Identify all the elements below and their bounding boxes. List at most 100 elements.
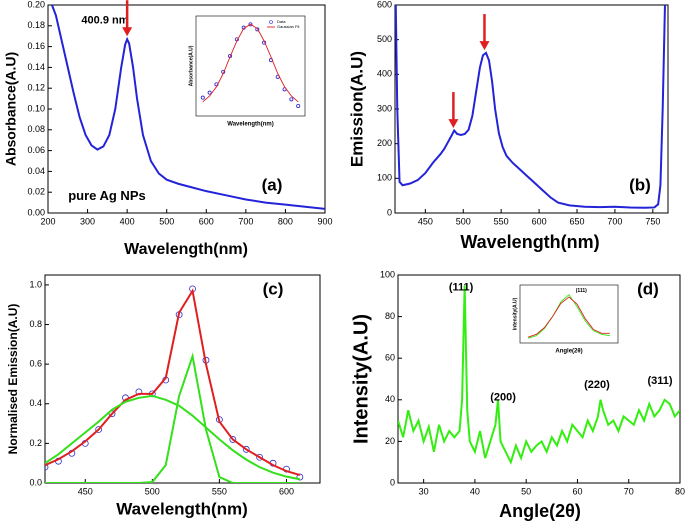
data-line	[45, 394, 301, 481]
plot-area	[45, 285, 304, 483]
y-tick-label: 80	[385, 311, 395, 321]
x-tick-label: 400	[120, 216, 135, 226]
y-tick-label: 0	[390, 477, 395, 487]
y-tick-label: 0.0	[29, 477, 42, 487]
x-tick-label: 600	[279, 486, 294, 496]
y-tick-label: 0.12	[27, 83, 45, 93]
x-axis-label: Wavelength(nm)	[227, 122, 273, 128]
data-point	[248, 22, 253, 27]
x-axis-label: Wavelength(nm)	[116, 499, 248, 518]
x-tick-label: 300	[80, 216, 95, 226]
x-tick-label: 600	[199, 216, 214, 226]
y-tick-label: 0.20	[27, 0, 45, 9]
arrow-head	[479, 41, 490, 51]
y-tick-label: 0	[387, 207, 392, 217]
y-tick-label: 0.18	[27, 20, 45, 30]
x-tick-label: 750	[645, 216, 660, 226]
y-tick-label: 1.0	[29, 279, 42, 289]
y-axis-label: Normalised Emission(A.U)	[6, 304, 20, 455]
plot-area	[398, 285, 680, 465]
arrow	[122, 0, 133, 37]
x-axis-label: Wavelength(nm)	[124, 241, 248, 258]
legend-label: Data	[277, 19, 286, 24]
x-axis-label: Angle(2θ)	[499, 501, 581, 521]
plot-area	[200, 22, 301, 109]
x-tick-label: 50	[521, 486, 531, 496]
data-line	[202, 23, 299, 103]
arrow-head	[448, 119, 459, 129]
x-tick-label: 900	[317, 216, 332, 226]
annotation: 400.9 nm	[81, 15, 128, 27]
x-axis-label: Angle(2θ)	[555, 349, 582, 355]
y-tick-label: 40	[385, 394, 395, 404]
panel-label: (d)	[637, 279, 659, 298]
plot-frame	[394, 4, 669, 214]
annotation: (311)	[647, 375, 672, 387]
data-line	[528, 296, 610, 338]
x-tick-label: 550	[494, 216, 509, 226]
data-point	[229, 436, 237, 443]
data-point	[207, 90, 212, 95]
x-tick-label: 450	[78, 486, 93, 496]
annotation: (111)	[576, 288, 587, 294]
legend-label: Gaussian Fit	[277, 24, 300, 29]
x-tick-label: 650	[569, 216, 584, 226]
y-tick-label: 200	[377, 138, 392, 148]
y-tick-label: 500	[377, 34, 392, 44]
x-tick-label: 60	[572, 486, 582, 496]
data-line	[45, 352, 300, 483]
y-axis-label: Absorbance(A.U)	[188, 45, 194, 86]
plot-frame	[44, 274, 321, 484]
panel: 450 500 550 600 650 700 750 0 100 200 300 400 500 600…	[347, 0, 669, 252]
y-tick-label: 20	[385, 436, 395, 446]
y-tick-label: 0.14	[27, 62, 45, 72]
y-axis-label: Intensity(A.U)	[350, 314, 372, 444]
y-tick-label: 0.04	[27, 166, 45, 176]
y-tick-label: 400	[377, 69, 392, 79]
data-line	[51, 5, 325, 210]
x-tick-label: 600	[532, 216, 547, 226]
x-tick-label: 800	[278, 216, 293, 226]
y-tick-label: 0.06	[27, 145, 45, 155]
x-tick-label: 80	[675, 486, 685, 496]
x-tick-label: 70	[624, 486, 634, 496]
y-tick-label: 0.4	[29, 398, 42, 408]
x-tick-label: 200	[40, 216, 55, 226]
inset: (111) Angle(2θ) Intensity(A.U)	[512, 284, 619, 355]
data-line	[45, 288, 301, 477]
data-point	[289, 97, 294, 102]
arrow-head	[122, 27, 133, 37]
data-point	[255, 27, 260, 32]
arrow	[448, 92, 459, 129]
y-tick-label: 0.10	[27, 103, 45, 113]
legend-marker	[269, 20, 273, 24]
data-point	[95, 426, 103, 433]
y-tick-label: 0.02	[27, 187, 45, 197]
y-tick-label: 0.16	[27, 41, 45, 51]
y-tick-label: 100	[377, 173, 392, 183]
data-point	[200, 95, 205, 100]
data-line	[528, 293, 610, 339]
data-line	[395, 5, 666, 209]
y-axis-label: Emission(A.U)	[347, 51, 366, 167]
data-point	[256, 453, 264, 461]
data-line	[398, 285, 680, 465]
x-tick-label: 30	[419, 486, 429, 496]
y-axis-label: Intensity(A.U)	[512, 297, 518, 330]
plot-frame	[195, 15, 306, 117]
plot-area	[528, 293, 610, 339]
annotation: pure Ag NPs	[68, 188, 146, 203]
annotation: (200)	[490, 392, 516, 404]
x-tick-label: 700	[607, 216, 622, 226]
x-tick-label: 700	[238, 216, 253, 226]
panel: 450 500 550 600 0.0 0.2 0.4 0.6 0.8 1.0 Wavelength…	[6, 274, 321, 518]
annotation: (220)	[584, 379, 610, 391]
x-tick-label: 500	[159, 216, 174, 226]
x-axis-label: Wavelength(nm)	[460, 232, 599, 252]
panel-label: (b)	[629, 175, 651, 194]
annotation: (111)	[449, 281, 474, 293]
data-point	[242, 445, 250, 453]
x-tick-label: 500	[456, 216, 471, 226]
y-tick-label: 0.00	[27, 207, 45, 217]
